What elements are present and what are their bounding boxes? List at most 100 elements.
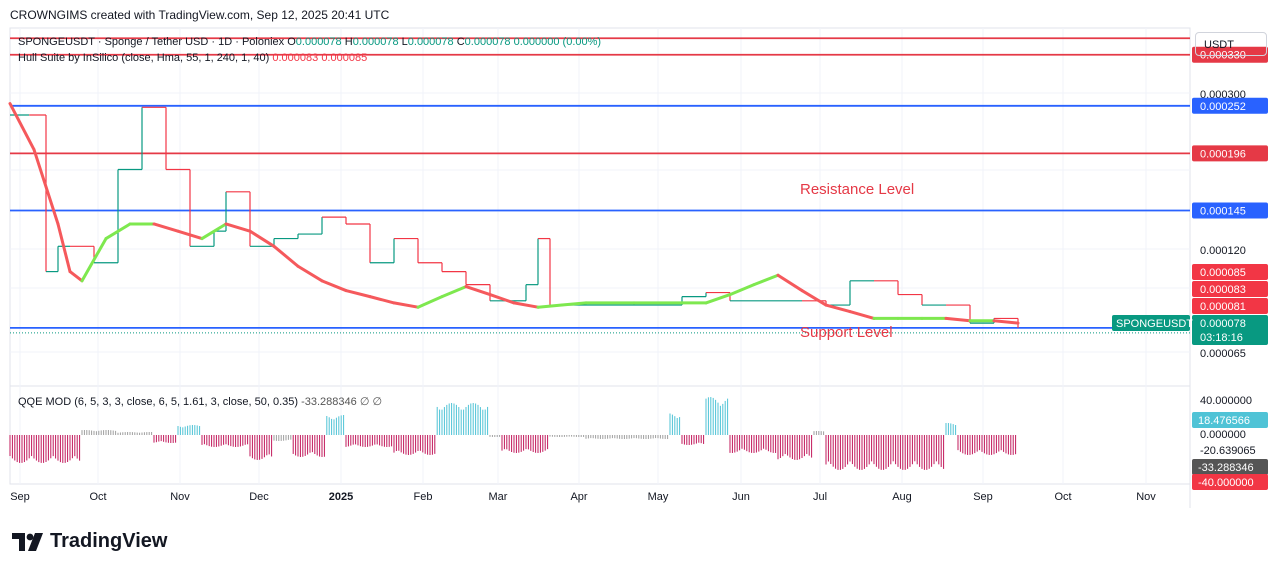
x-tick-label: Nov xyxy=(1136,491,1156,503)
hull-line-segment xyxy=(200,222,228,241)
hull-line-segment xyxy=(800,289,828,307)
low-value: 0.000078 xyxy=(407,36,454,48)
hull-line-segment xyxy=(944,316,972,323)
indicator-title: Hull Suite by InSilico (close, Hma, 55, … xyxy=(18,52,270,64)
hull-line-segment xyxy=(752,273,780,287)
hull-line-segment xyxy=(152,222,180,233)
plot-frame xyxy=(9,27,1191,485)
currency-selector[interactable]: USDT xyxy=(1195,32,1267,56)
hull-line-segment xyxy=(272,244,300,268)
hull-line-segment xyxy=(320,279,348,293)
low-label: L xyxy=(401,36,408,48)
level-tag xyxy=(1192,46,1268,63)
hull-line-segment xyxy=(8,102,36,152)
hull-line-segment xyxy=(68,270,84,283)
qqe-tag-label: -40.000000 xyxy=(1198,477,1254,489)
x-tick-label: Sep xyxy=(973,491,993,503)
hull-line-segment xyxy=(32,148,60,226)
x-tick-label: Oct xyxy=(89,491,106,503)
symbol-title: SPONGEUSDT · Sponge / Tether USD · 1D · … xyxy=(18,36,285,48)
level-tag-label: 0.000145 xyxy=(1200,205,1246,217)
hull-line-segment xyxy=(464,285,492,297)
close-value: 0.000078 xyxy=(464,36,511,48)
tradingview-logo: TradingView xyxy=(12,530,167,553)
level-tag xyxy=(1192,97,1268,114)
y-tick-label: 0.000120 xyxy=(1200,245,1246,257)
open-value: 0.000078 xyxy=(295,36,342,48)
level-tag-label: 0.000196 xyxy=(1200,148,1246,160)
qqe-tag xyxy=(1192,412,1268,428)
price-tag-label: 0.000085 xyxy=(1200,267,1246,279)
close-label: C xyxy=(456,36,465,48)
qqe-symbols: ∅ ∅ xyxy=(359,396,383,408)
qqe-tag-label: -33.288346 xyxy=(1198,462,1254,474)
hull-line-segment xyxy=(296,264,324,283)
hull-line-segment xyxy=(440,285,468,299)
price-tag xyxy=(1192,281,1268,297)
x-tick-label: Jul xyxy=(813,491,827,503)
indicator-legend[interactable]: Hull Suite by InSilico (close, Hma, 55, … xyxy=(18,52,367,64)
x-tick-label: Dec xyxy=(249,491,269,503)
indicator-value-1: 0.000083 xyxy=(272,52,319,64)
chart-header: CROWNGIMS created with TradingView.com, … xyxy=(10,8,390,22)
x-tick-label: Nov xyxy=(170,491,190,503)
countdown-label: 03:18:16 xyxy=(1200,332,1243,344)
hull-line-segment xyxy=(560,301,588,307)
price-tag-label: 0.000078 xyxy=(1200,318,1246,330)
hull-line-segment xyxy=(56,222,72,274)
hull-line-segment xyxy=(704,293,732,305)
price-tag xyxy=(1192,264,1268,280)
indicator-value-2: 0.000085 xyxy=(321,52,368,64)
hull-line-segment xyxy=(416,295,444,309)
hull-line-segment xyxy=(176,229,204,241)
qqe-tick-label: -20.639065 xyxy=(1200,445,1256,457)
x-tick-label: Mar xyxy=(489,491,508,503)
hull-line-segment xyxy=(224,222,252,233)
hull-line-segment xyxy=(248,229,276,248)
resistance-label: Resistance Level xyxy=(800,181,914,198)
qqe-legend[interactable]: QQE MOD (6, 5, 3, 3, close, 6, 5, 1.61, … xyxy=(18,395,382,408)
hull-line-segment xyxy=(104,222,132,241)
hull-line-segment xyxy=(512,301,540,309)
qqe-tag-label: 18.476566 xyxy=(1198,415,1250,427)
open-label: O xyxy=(287,36,296,48)
hull-line-segment xyxy=(728,283,756,297)
hull-line-segment xyxy=(392,301,420,309)
x-tick-label: Feb xyxy=(414,491,433,503)
x-tick-label: Apr xyxy=(570,491,587,503)
qqe-tag xyxy=(1192,474,1268,490)
x-tick-label: Jun xyxy=(732,491,750,503)
x-tick-label: Oct xyxy=(1054,491,1071,503)
high-label: H xyxy=(344,36,353,48)
price-tag xyxy=(1192,315,1268,345)
y-tick-label: 0.000065 xyxy=(1200,348,1246,360)
symbol-tag-label: SPONGEUSDT xyxy=(1116,318,1193,330)
tradingview-logo-text: TradingView xyxy=(50,530,168,552)
tradingview-logo-icon xyxy=(12,532,43,551)
hull-line-segment xyxy=(992,319,1020,325)
x-tick-label: Aug xyxy=(892,491,912,503)
qqe-tick-label: 0.000000 xyxy=(1200,429,1246,441)
high-value: 0.000078 xyxy=(352,36,399,48)
qqe-tick-label: 40.000000 xyxy=(1200,395,1252,407)
price-tag-label: 0.000081 xyxy=(1200,301,1246,313)
qqe-tag xyxy=(1192,459,1268,475)
hull-line-segment xyxy=(536,303,564,309)
x-tick-label: May xyxy=(648,491,669,503)
hull-line-segment xyxy=(848,310,876,320)
change-value: 0.000000 (0.00%) xyxy=(513,36,602,48)
level-tag xyxy=(1192,145,1268,162)
symbol-legend[interactable]: SPONGEUSDT · Sponge / Tether USD · 1D · … xyxy=(18,36,601,48)
symbol-tag xyxy=(1112,315,1190,331)
price-tag-label: 0.000083 xyxy=(1200,284,1246,296)
support-label: Support Level xyxy=(800,324,893,341)
hull-line-segment xyxy=(776,273,804,293)
hull-line-segment xyxy=(368,295,396,305)
level-tag-label: 0.000252 xyxy=(1200,101,1246,113)
x-tick-label: 2025 xyxy=(329,491,353,503)
qqe-value: -33.288346 xyxy=(301,396,357,408)
hull-line-segment xyxy=(824,303,852,314)
hull-line-segment xyxy=(344,289,372,299)
hull-line-segment xyxy=(488,293,516,305)
